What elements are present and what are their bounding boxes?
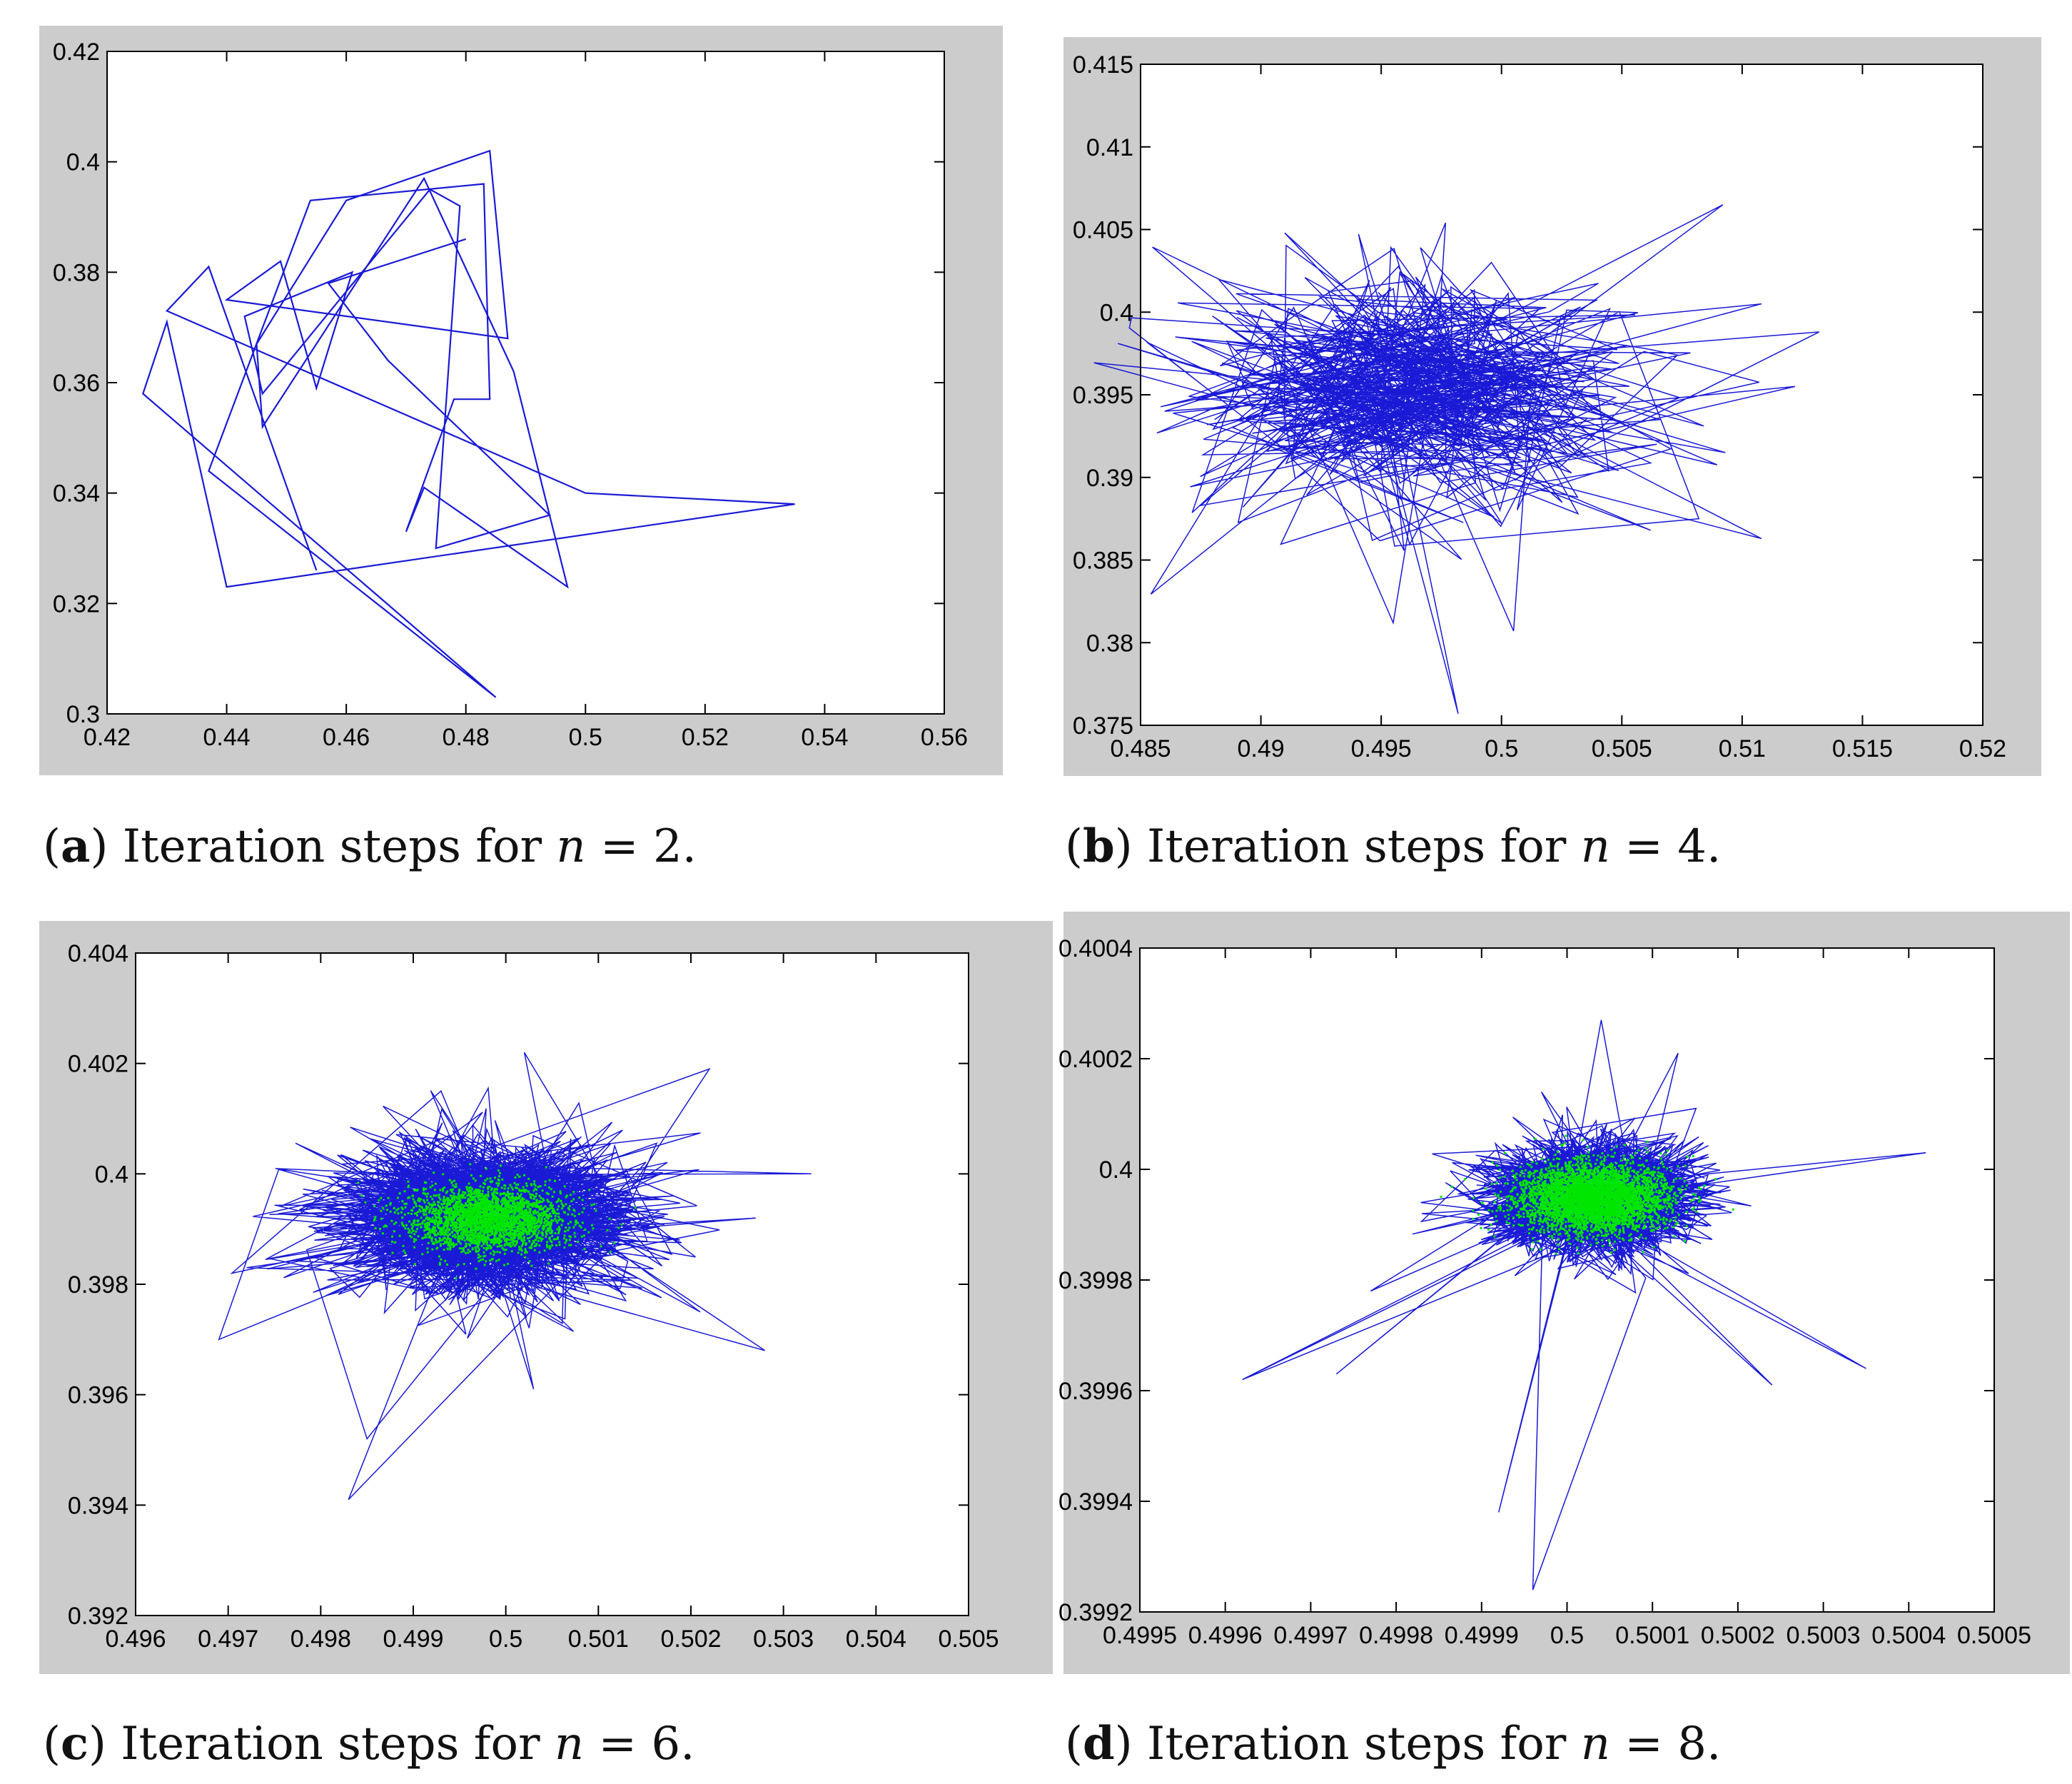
caption-c-var: n <box>554 1718 585 1770</box>
trajectory-line-a <box>142 149 795 698</box>
x-tick-label-c: 0.502 <box>660 1626 721 1653</box>
y-tick-label-a: 0.3 <box>66 701 100 728</box>
x-tick-label-a: 0.52 <box>682 724 729 751</box>
x-tick-label-b: 0.5 <box>1485 735 1518 762</box>
x-tick-label-d: 0.4998 <box>1359 1622 1433 1649</box>
x-tick-label-d: 0.5002 <box>1701 1622 1775 1649</box>
x-tick-label-d: 0.4996 <box>1188 1622 1263 1649</box>
y-tick-label-d: 0.3998 <box>1058 1267 1133 1294</box>
y-tick-label-a: 0.34 <box>53 480 100 508</box>
plot-area-d <box>1140 948 1994 1612</box>
x-tick-label-b: 0.51 <box>1719 735 1766 762</box>
caption-b-text: Iteration steps for <box>1147 820 1567 873</box>
x-tick-label-b: 0.485 <box>1110 735 1171 762</box>
y-tick-label-c: 0.404 <box>68 940 128 967</box>
y-tick-label-d: 0.3996 <box>1058 1378 1133 1405</box>
x-tick-label-a: 0.46 <box>323 724 370 751</box>
y-tick-label-c: 0.398 <box>68 1271 128 1299</box>
y-tick-label-c: 0.392 <box>68 1603 128 1630</box>
x-tick-label-d: 0.5005 <box>1957 1622 2031 1649</box>
x-tick-label-c: 0.504 <box>846 1626 906 1653</box>
x-tick-label-c: 0.501 <box>568 1626 629 1653</box>
caption-c-eq: = 6. <box>598 1718 695 1770</box>
y-tick-label-c: 0.396 <box>68 1382 128 1409</box>
x-tick-label-c: 0.499 <box>383 1626 443 1653</box>
y-tick-label-b: 0.375 <box>1073 712 1133 740</box>
x-tick-label-c: 0.496 <box>105 1626 166 1653</box>
y-tick-label-c: 0.4 <box>95 1161 128 1188</box>
x-tick-label-d: 0.4999 <box>1445 1622 1519 1649</box>
y-tick-label-c: 0.394 <box>68 1492 128 1519</box>
x-tick-label-b: 0.505 <box>1592 735 1652 762</box>
y-tick-label-a: 0.42 <box>53 39 100 66</box>
y-tick-label-b: 0.385 <box>1073 548 1133 575</box>
dense-core-d <box>1440 1134 1734 1255</box>
y-tick-label-d: 0.4004 <box>1058 935 1133 962</box>
x-tick-label-b: 0.515 <box>1832 735 1893 762</box>
x-tick-label-c: 0.498 <box>290 1626 351 1653</box>
caption-b-eq: = 4. <box>1624 820 1722 873</box>
y-tick-label-b: 0.405 <box>1073 217 1133 244</box>
x-tick-label-d: 0.4995 <box>1103 1622 1177 1649</box>
trajectory-line-b <box>1093 204 1820 714</box>
x-tick-label-a: 0.48 <box>443 724 490 751</box>
caption-d-label: d <box>1082 1717 1115 1770</box>
caption-a-text: Iteration steps for <box>122 820 542 873</box>
caption-b-label: b <box>1082 820 1115 873</box>
x-tick-label-c: 0.5 <box>489 1626 522 1653</box>
y-tick-label-d: 0.4002 <box>1058 1046 1133 1073</box>
caption-b: (b) Iteration steps for n = 4. <box>1065 820 1722 873</box>
y-tick-label-b: 0.395 <box>1073 382 1133 409</box>
x-tick-label-a: 0.42 <box>84 724 131 751</box>
caption-a-var: n <box>556 820 586 873</box>
y-tick-label-d: 0.3994 <box>1058 1488 1133 1516</box>
x-tick-label-d: 0.4997 <box>1273 1622 1348 1649</box>
caption-c-label: c <box>60 1717 89 1770</box>
y-tick-label-d: 0.4 <box>1099 1156 1133 1184</box>
caption-a-eq: = 2. <box>600 820 697 873</box>
y-tick-label-a: 0.36 <box>53 370 100 397</box>
caption-a-label: a <box>60 820 91 873</box>
x-tick-label-a: 0.54 <box>801 724 848 751</box>
caption-b-var: n <box>1580 820 1610 873</box>
caption-d: (d) Iteration steps for n = 8. <box>1065 1717 1722 1770</box>
caption-d-text: Iteration steps for <box>1147 1718 1567 1770</box>
dense-core-c <box>357 1163 637 1280</box>
caption-d-eq: = 8. <box>1624 1718 1722 1770</box>
y-tick-label-b: 0.415 <box>1073 51 1133 79</box>
caption-c-text: Iteration steps for <box>121 1718 540 1770</box>
x-tick-label-a: 0.44 <box>203 724 250 751</box>
plot-area-a <box>107 51 944 714</box>
x-tick-label-b: 0.52 <box>1959 735 2006 762</box>
y-tick-label-d: 0.3992 <box>1058 1599 1133 1626</box>
y-tick-label-c: 0.402 <box>68 1051 128 1078</box>
y-tick-label-b: 0.38 <box>1086 630 1133 657</box>
y-tick-label-a: 0.38 <box>53 259 100 286</box>
x-tick-label-d: 0.5001 <box>1615 1622 1689 1649</box>
x-tick-label-b: 0.495 <box>1351 735 1412 762</box>
caption-c: (c) Iteration steps for n = 6. <box>43 1717 695 1770</box>
caption-d-var: n <box>1580 1718 1610 1770</box>
x-tick-label-c: 0.505 <box>938 1626 999 1653</box>
x-tick-label-a: 0.5 <box>569 724 602 751</box>
x-tick-label-d: 0.5003 <box>1787 1622 1861 1649</box>
y-tick-label-b: 0.39 <box>1086 465 1133 492</box>
caption-a: (a) Iteration steps for n = 2. <box>43 820 697 873</box>
y-tick-label-b: 0.41 <box>1086 134 1133 161</box>
x-tick-label-a: 0.56 <box>921 724 968 751</box>
x-tick-label-c: 0.503 <box>753 1626 814 1653</box>
x-tick-label-d: 0.5 <box>1550 1622 1584 1649</box>
y-tick-label-a: 0.32 <box>53 590 100 618</box>
x-tick-label-c: 0.497 <box>198 1626 258 1653</box>
x-tick-label-b: 0.49 <box>1237 735 1284 762</box>
y-tick-label-b: 0.4 <box>1100 299 1133 326</box>
x-tick-label-d: 0.5004 <box>1871 1622 1946 1649</box>
y-tick-label-a: 0.4 <box>66 149 100 176</box>
